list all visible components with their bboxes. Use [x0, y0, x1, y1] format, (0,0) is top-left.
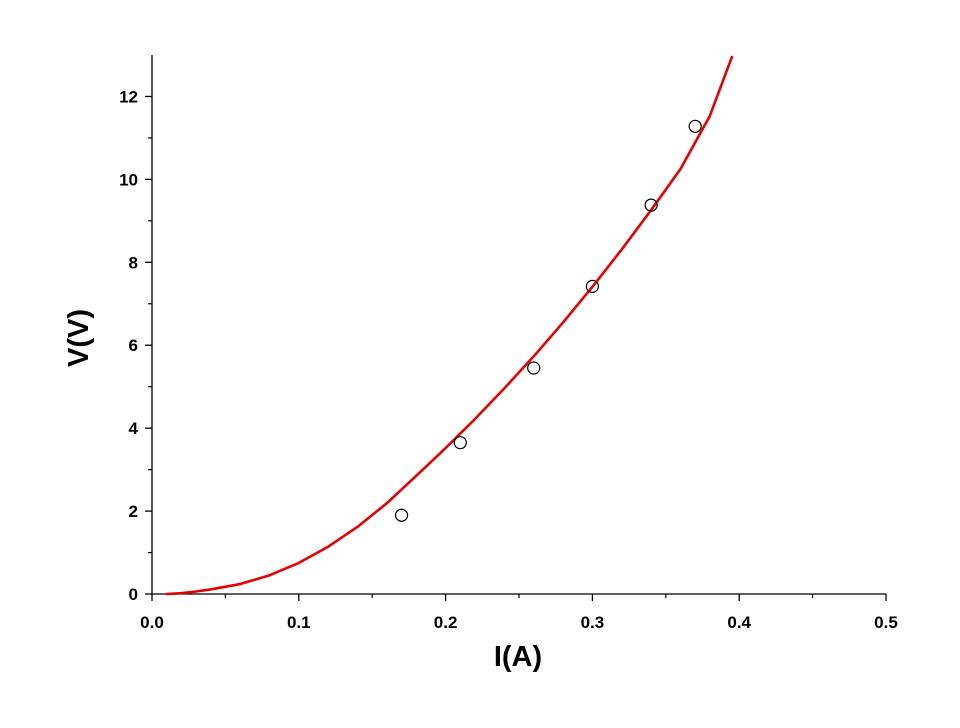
- x-tick-label: 0.2: [434, 613, 458, 632]
- fit-curve: [165, 55, 734, 596]
- data-point: [644, 198, 658, 212]
- data-point: [394, 508, 409, 522]
- x-tick-label: 0.1: [287, 613, 311, 632]
- y-axis-label: V(V): [63, 309, 95, 367]
- data-point: [453, 436, 467, 450]
- data-point: [527, 361, 541, 375]
- axes: 0.0 0.1 0.2 0.3 0.4 0.5 0 2 4 6 8 10 12: [119, 55, 898, 632]
- y-tick-label: 4: [129, 419, 139, 438]
- y-tick-label: 2: [129, 502, 138, 521]
- fit-curve-layer: [165, 55, 734, 596]
- y-tick-label: 6: [129, 336, 138, 355]
- y-tick-label: 8: [129, 253, 138, 272]
- y-tick-label: 10: [119, 170, 138, 189]
- data-point: [688, 119, 702, 133]
- data-point: [585, 279, 600, 293]
- x-tick-label: 0.5: [874, 613, 898, 632]
- data-points-layer: [394, 119, 702, 522]
- x-tick-label: 0.0: [140, 613, 164, 632]
- y-tick-label: 12: [119, 87, 138, 106]
- y-tick-label: 0: [129, 585, 138, 604]
- x-tick-label: 0.3: [581, 613, 605, 632]
- x-axis-label: I(A): [494, 641, 542, 673]
- x-tick-label: 0.4: [727, 613, 751, 632]
